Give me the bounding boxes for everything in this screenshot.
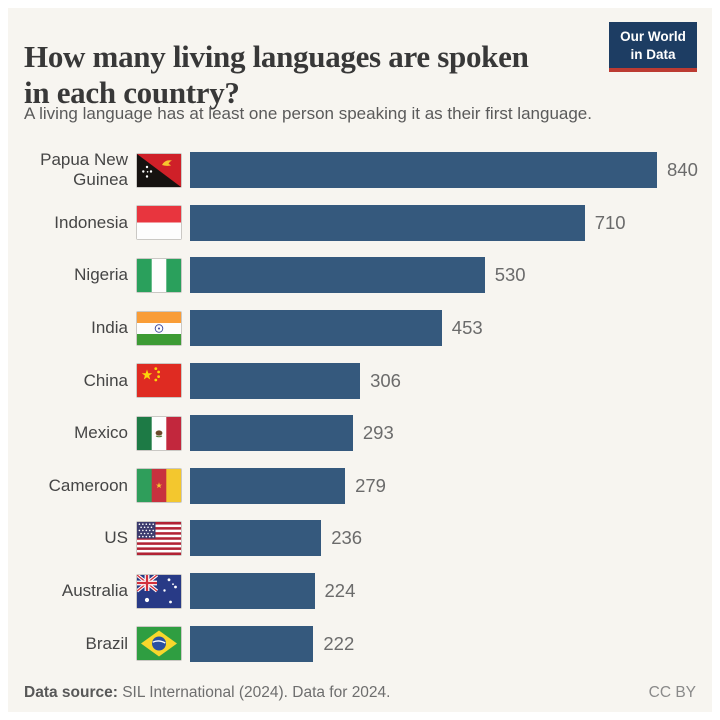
country-label: Nigeria (74, 265, 128, 285)
bar (190, 310, 442, 347)
country-label: Brazil (85, 633, 128, 653)
value-label: 236 (331, 527, 363, 549)
us-flag-icon (137, 521, 181, 555)
chart-footer: Data source: SIL International (2024). D… (24, 684, 696, 702)
chart-rows: Papua New Guinea 840 Indonesia 710 Nigeria 53… (24, 144, 708, 670)
our-world-in-data-logo: Our World in Data (609, 22, 697, 73)
bar-track: 840 (190, 152, 712, 189)
value-label: 840 (667, 159, 698, 181)
bar (190, 573, 315, 610)
license-badge: CC BY (648, 684, 696, 701)
bar-row: Nigeria 530 (24, 249, 708, 302)
value-label: 710 (594, 211, 626, 233)
bar-row: Indonesia 710 (24, 197, 708, 250)
bar-row: Papua New Guinea 840 (24, 144, 708, 197)
country-label: Papua New Guinea (40, 150, 128, 190)
chart-canvas: How many living languages are spoken in … (8, 8, 712, 712)
brazil-flag-icon (137, 627, 181, 661)
bar (190, 257, 485, 294)
bar (190, 362, 361, 399)
bar-row: China 306 (24, 354, 708, 407)
bar (190, 152, 657, 189)
data-source-note: Data source: SIL International (2024). D… (24, 684, 390, 702)
australia-flag-icon (137, 574, 181, 608)
logo-line-1: Our World (620, 29, 686, 44)
bar-row: Australia 224 (24, 565, 708, 618)
bar-row: Brazil 222 (24, 617, 708, 670)
bar (190, 204, 585, 241)
bar-row: US 236 (24, 512, 708, 565)
country-label: US (104, 528, 128, 548)
bar-track: 293 (190, 415, 712, 452)
nigeria-flag-icon (137, 258, 181, 292)
bar-track: 224 (190, 573, 712, 610)
bar (190, 625, 314, 662)
country-label: Indonesia (54, 212, 128, 232)
chart-subtitle: A living language has at least one perso… (24, 104, 592, 123)
bar-row: Mexico 293 (24, 407, 708, 460)
papua-new-guinea-flag-icon (137, 153, 181, 187)
country-label: India (91, 318, 128, 338)
china-flag-icon (137, 364, 181, 398)
value-label: 293 (362, 422, 394, 444)
bar-track: 453 (190, 310, 712, 347)
value-label: 453 (451, 317, 483, 339)
logo-line-2: in Data (630, 46, 676, 62)
country-label: China (83, 370, 128, 390)
data-source-label: Data source: (24, 684, 118, 701)
bar-track: 279 (190, 467, 712, 504)
bar-track: 236 (190, 520, 712, 557)
bar-track: 306 (190, 362, 712, 399)
country-label: Mexico (74, 423, 128, 443)
data-source-text: SIL International (2024). Data for 2024. (122, 684, 391, 701)
value-label: 222 (323, 632, 355, 654)
bar (190, 467, 346, 504)
bar-track: 222 (190, 625, 712, 662)
bar-track: 710 (190, 204, 712, 241)
bar-track: 530 (190, 257, 712, 294)
bar-row: India 453 (24, 302, 708, 355)
bar (190, 415, 353, 452)
bar (190, 520, 322, 557)
country-label: Cameroon (48, 475, 128, 495)
cameroon-flag-icon (137, 469, 181, 503)
india-flag-icon (137, 311, 181, 345)
value-label: 530 (494, 264, 526, 286)
bar-row: Cameroon 279 (24, 460, 708, 513)
value-label: 279 (355, 474, 386, 496)
mexico-flag-icon (137, 416, 181, 450)
chart-title: How many living languages are spoken in … (24, 38, 529, 111)
value-label: 306 (370, 369, 401, 391)
indonesia-flag-icon (137, 206, 181, 240)
value-label: 224 (324, 580, 356, 602)
country-label: Australia (61, 581, 128, 601)
